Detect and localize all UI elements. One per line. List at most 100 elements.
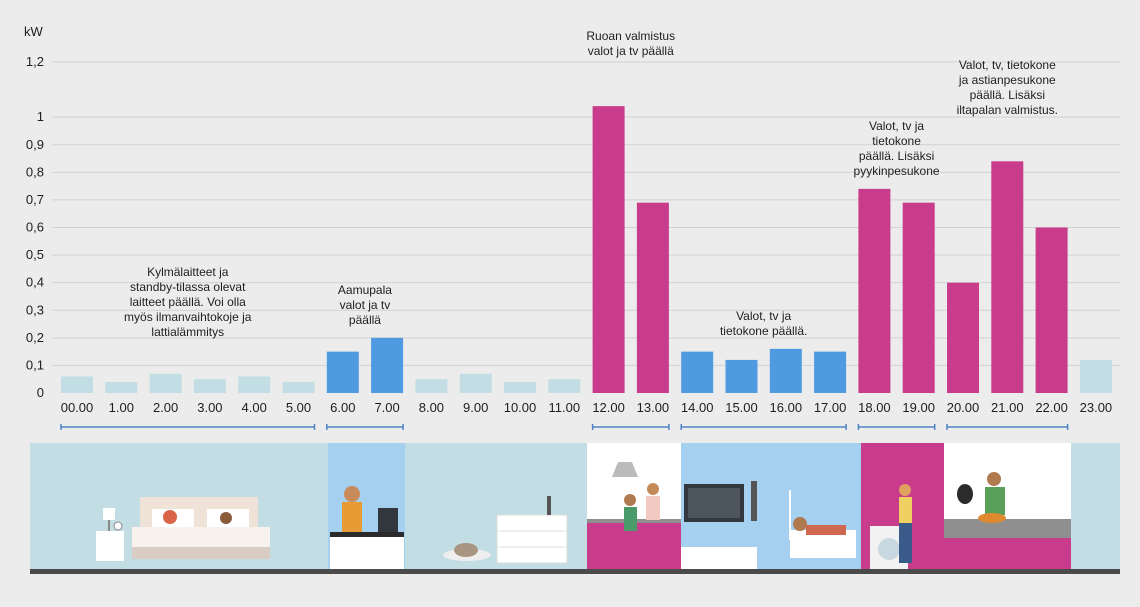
annotation-line: valot ja tv päällä: [587, 44, 674, 58]
nightstand: [96, 531, 124, 561]
bar-5: [282, 381, 315, 393]
y-axis-label: kW: [24, 24, 43, 39]
x-tick-label: 4.00: [242, 400, 267, 415]
bar-21: [991, 161, 1024, 393]
person-body: [646, 496, 660, 520]
hour-range-brackets: [60, 424, 1069, 430]
y-tick-label: 0,6: [26, 220, 44, 235]
bar-12: [592, 106, 625, 393]
annotation-line: iltapalan valmistus.: [956, 103, 1058, 117]
y-tick-label: 0,1: [26, 357, 44, 372]
annotation-3: Valot, tv ja tietokone päällä.: [684, 309, 844, 339]
bar-22: [1035, 227, 1068, 393]
bar-0: [61, 376, 93, 393]
person-head: [647, 483, 659, 495]
annotation-line: päällä: [348, 312, 381, 327]
bar-4: [238, 376, 271, 393]
gridlines: [52, 61, 1120, 366]
x-tick-label: 13.00: [637, 400, 670, 415]
x-tick-label: 8.00: [419, 400, 444, 415]
range-hood: [612, 462, 638, 477]
annotation-0: Kylmälaitteet ja standby-tilassa olevat la…: [108, 265, 268, 340]
x-tick-label: 17.00: [814, 400, 847, 415]
counter-top: [330, 532, 404, 537]
bar-10: [504, 381, 536, 393]
x-tick-label: 00.00: [61, 400, 94, 415]
y-tick-label: 0,8: [26, 164, 44, 179]
x-tick-label: 1.00: [109, 400, 134, 415]
x-tick-label: 20.00: [947, 400, 980, 415]
bed-base: [132, 547, 270, 559]
person-body: [806, 525, 846, 535]
scene-illustrations: [30, 443, 1120, 574]
vase: [547, 496, 551, 515]
machine-door: [878, 538, 900, 560]
pan-food: [978, 513, 1006, 523]
y-tick-label: 0,3: [26, 302, 44, 317]
x-tick-label: 11.00: [549, 400, 581, 415]
lamp-shade: [103, 508, 115, 520]
person-head: [987, 472, 1001, 486]
y-tick-label: 0,4: [26, 275, 44, 290]
bar-15: [725, 359, 758, 393]
person-legs: [899, 523, 912, 563]
bar-23: [1079, 359, 1112, 393]
bar-7: [371, 337, 404, 393]
bar-17: [814, 351, 847, 393]
bar-19: [902, 202, 935, 393]
y-tick-labels: 0 0,1 0,2 0,3 0,4 0,5 0,6 0,7 0,8 0,9 1 1,2: [26, 54, 44, 400]
x-tick-label: 5.00: [286, 400, 311, 415]
annotation-line: Kylmälaitteet ja: [147, 265, 229, 279]
annotation-line: pyykinpesukone: [853, 163, 940, 178]
annotation-line: tietokone: [872, 133, 921, 148]
lamp-stand: [108, 520, 110, 531]
annotation-line: ja astianpesukone: [958, 73, 1056, 87]
y-tick-label: 0,5: [26, 247, 44, 262]
floor-line: [30, 569, 1120, 574]
x-tick-label: 23.00: [1080, 400, 1113, 415]
annotation-line: myös ilmanvaihtokoje ja: [124, 310, 252, 324]
x-tick-label: 9.00: [463, 400, 488, 415]
sleeper-head: [163, 510, 177, 524]
annotation-line: Ruoan valmistus: [586, 29, 676, 43]
y-tick-label: 0,7: [26, 192, 44, 207]
bar-6: [326, 351, 359, 393]
y-tick-label: 0,2: [26, 330, 44, 345]
person-body: [985, 487, 1005, 515]
annotation-4: Valot, tv ja tietokone päällä. Lisäksi pyyk…: [817, 119, 977, 179]
person-head: [793, 517, 807, 531]
person-body: [899, 497, 912, 523]
x-tick-label: 3.00: [197, 400, 222, 415]
bar-20: [947, 282, 979, 393]
bar-18: [858, 188, 891, 393]
bars: [61, 106, 1112, 393]
frying-pan: [957, 484, 973, 504]
y-tick-label: 1,2: [26, 54, 44, 69]
x-tick-labels: 00.00 1.00 2.00 3.00 4.00 5.00 6.00 7.00 8.00 9.0…: [61, 400, 1112, 415]
annotation-5: Valot, tv, tietokone ja astianpesukone pää…: [927, 58, 1087, 118]
person-body: [624, 507, 637, 531]
kitchen-cabinet: [944, 538, 1071, 569]
bar-3: [193, 379, 226, 393]
tv-screen: [688, 488, 740, 518]
x-tick-label: 10.00: [504, 400, 537, 415]
dresser: [496, 514, 568, 564]
bar-1: [105, 381, 138, 393]
annotation-line: Aamupala: [337, 282, 392, 297]
sleeper-head: [220, 512, 232, 524]
annotation-1: Aamupala valot ja tv päällä: [285, 283, 445, 328]
annotation-line: Valot, tv, tietokone: [958, 58, 1056, 72]
x-tick-label: 16.00: [770, 400, 803, 415]
x-tick-label: 19.00: [902, 400, 935, 415]
speaker: [751, 481, 757, 521]
person-head: [344, 486, 360, 502]
annotation-2: Ruoan valmistus valot ja tv päällä: [551, 29, 711, 59]
person-head: [899, 484, 911, 496]
x-tick-label: 6.00: [330, 400, 355, 415]
x-tick-label: 21.00: [991, 400, 1024, 415]
annotation-line: Valot, tv ja: [736, 308, 792, 323]
annotation-line: päällä. Lisäksi: [858, 148, 935, 163]
cat: [454, 543, 478, 557]
